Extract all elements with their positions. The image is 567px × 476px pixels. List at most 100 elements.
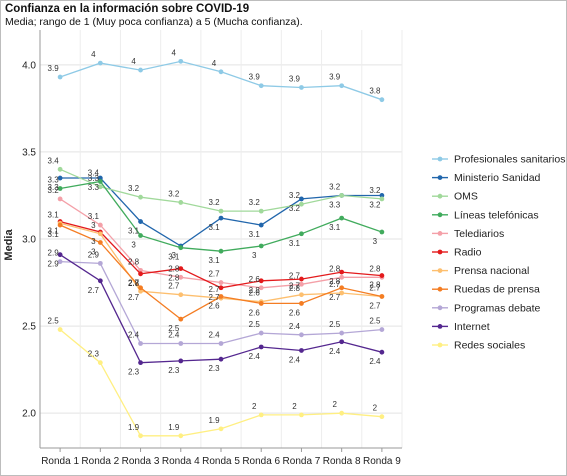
chart-title: Confianza en la información sobre COVID-… <box>5 3 250 15</box>
data-point <box>379 294 385 299</box>
data-label: 3 <box>252 251 257 260</box>
data-point <box>178 341 184 346</box>
data-label: 2.7 <box>329 293 341 302</box>
data-point <box>339 410 345 416</box>
legend-marker <box>437 268 443 273</box>
data-label: 2.7 <box>369 283 381 292</box>
data-label: 3.1 <box>48 227 60 236</box>
data-point <box>258 344 264 350</box>
data-point <box>97 184 103 190</box>
data-point <box>379 273 385 278</box>
x-tick-label: Ronda 6 <box>242 456 280 467</box>
data-label: 3.1 <box>48 210 60 219</box>
data-point <box>218 248 224 254</box>
x-tick-label: Ronda 3 <box>122 456 160 467</box>
x-tick-label: Ronda 5 <box>202 456 240 467</box>
data-label: 2.6 <box>289 308 301 317</box>
data-point <box>138 219 143 224</box>
data-point <box>138 67 143 73</box>
data-label: 3.9 <box>249 73 261 82</box>
legend-label: Radio <box>454 247 482 259</box>
data-label: 2.9 <box>48 249 60 258</box>
data-label: 2.4 <box>249 352 261 361</box>
data-point <box>299 231 304 237</box>
legend-label: Prensa nacional <box>454 265 529 277</box>
data-label: 2.3 <box>88 350 100 359</box>
data-label: 2 <box>292 402 297 411</box>
y-tick-label: 4.0 <box>22 60 36 71</box>
x-axis: Ronda 1 Ronda 2 Ronda 3 Ronda 4 Ronda 5 Ronda… <box>40 447 402 467</box>
data-label: 2.9 <box>48 260 60 269</box>
legend-label: Ruedas de prensa <box>454 284 540 296</box>
data-label: 2.8 <box>289 284 301 293</box>
data-point <box>97 231 103 237</box>
data-label: 3.3 <box>88 174 100 183</box>
data-label: 2.4 <box>289 355 301 364</box>
y-axis: 2.0 2.5 3.0 3.5 4.0 <box>22 30 41 448</box>
chart-subtitle: Media; rango de 1 (Muy poca confianza) a… <box>5 16 303 28</box>
data-point <box>178 266 184 272</box>
data-point <box>379 97 385 103</box>
data-label: 2.6 <box>249 289 261 298</box>
data-point <box>218 356 224 362</box>
data-label: 3 <box>91 237 96 246</box>
series-lines <box>57 58 385 439</box>
data-label: 2.5 <box>329 320 341 329</box>
y-axis-title: Media <box>3 229 15 261</box>
data-point <box>339 269 345 275</box>
data-label: 2.6 <box>208 301 220 310</box>
data-point <box>138 288 143 294</box>
data-point <box>218 341 224 346</box>
data-point <box>97 222 103 228</box>
data-point <box>57 74 63 80</box>
data-point <box>339 83 345 89</box>
y-tick-label: 3.0 <box>22 235 36 246</box>
data-point <box>57 259 63 265</box>
data-label: 2.4 <box>128 331 140 340</box>
data-label: 2.6 <box>249 308 261 317</box>
data-label: 4 <box>172 48 177 57</box>
data-label: 2.3 <box>208 364 220 373</box>
data-point <box>379 193 385 198</box>
data-point <box>57 252 63 258</box>
y-tick-label: 3.5 <box>22 147 36 158</box>
data-label: 2.7 <box>88 286 100 295</box>
data-label: 2.4 <box>208 331 220 340</box>
data-label: 3.1 <box>208 223 220 232</box>
data-label: 2.4 <box>369 357 381 366</box>
x-tick-label: Ronda 8 <box>323 456 361 467</box>
data-label: 2.8 <box>168 274 180 283</box>
data-label: 2.3 <box>128 368 140 377</box>
data-point <box>299 85 304 90</box>
data-point <box>258 222 264 228</box>
data-point <box>178 274 184 280</box>
data-point <box>97 360 103 366</box>
data-label: 2.4 <box>168 331 180 340</box>
data-label: 3.9 <box>329 73 341 82</box>
data-label: 3 <box>131 241 136 250</box>
data-point <box>379 196 385 202</box>
data-point <box>138 233 143 238</box>
legend-label: Líneas telefónicas <box>454 209 539 221</box>
data-label: 3.1 <box>329 223 341 232</box>
data-point <box>339 274 345 280</box>
data-label: 2.7 <box>128 293 140 302</box>
data-label: 2.8 <box>329 277 341 286</box>
data-point <box>138 360 143 366</box>
legend-label: Redes sociales <box>454 340 525 352</box>
legend-marker <box>437 193 443 199</box>
data-label: 3.3 <box>88 183 100 192</box>
data-label: 3.2 <box>289 204 301 213</box>
data-label: 3.2 <box>208 198 220 207</box>
data-point <box>339 285 345 291</box>
data-label: 2.5 <box>48 317 60 326</box>
x-tick-label: Ronda 1 <box>41 456 79 467</box>
data-label: 3.3 <box>48 183 60 192</box>
data-point <box>258 83 264 89</box>
data-label: 2.7 <box>168 282 180 291</box>
data-label: 3.9 <box>48 64 60 73</box>
data-label: 3.2 <box>128 184 140 193</box>
data-label: 2.4 <box>329 347 341 356</box>
data-point <box>339 193 345 198</box>
data-label: 3.2 <box>289 191 301 200</box>
